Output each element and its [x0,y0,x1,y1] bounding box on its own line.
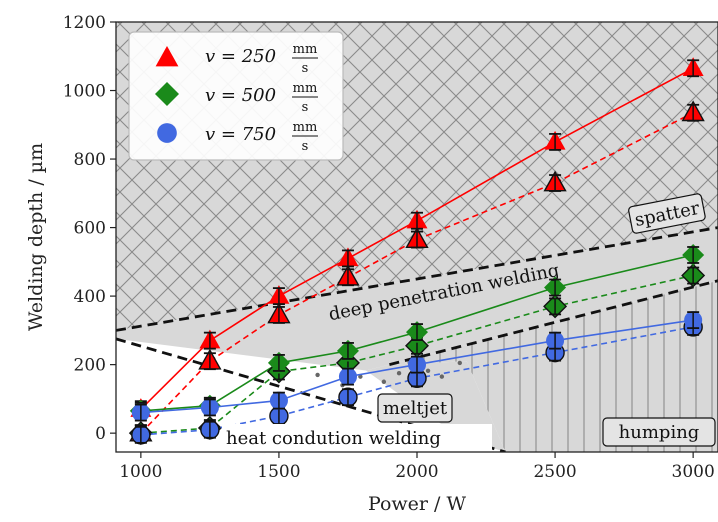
series-layer [128,57,706,446]
legend-unit-denominator: s [302,139,309,154]
x-tick-label: 2500 [533,462,576,482]
legend-unit-denominator: s [302,100,309,115]
legend-marker [155,46,179,67]
humping-hatch [389,280,718,452]
x-tick-label: 3000 [672,462,715,482]
humping-label: humping [602,417,716,447]
meltjet-label-text: meltjet [383,398,448,419]
y-tick-label: 200 [74,356,106,376]
legend-label: v = 250 [205,46,276,67]
y-tick-label: 400 [74,287,106,307]
x-tick-label: 2000 [395,462,438,482]
spatter-label: spatter [628,193,706,234]
x-tick-label: 1500 [257,462,300,482]
legend-label: v = 500 [205,85,276,106]
legend: v = 250 mm s v = 500 mm s v = 750 mm s [128,31,344,161]
y-tick-label: 800 [74,150,106,170]
legend-marker [155,82,179,106]
legend-unit-denominator: s [302,61,309,76]
legend-unit-numerator: mm [293,81,318,96]
meltjet-dot [425,368,431,373]
meltjet-dot [315,372,320,378]
x-axis-label: Power / W [368,493,467,515]
y-tick-label: 600 [74,219,106,239]
meltjet-dot [381,379,387,384]
y-tick-label: 1200 [63,13,106,33]
legend-unit-numerator: mm [293,42,318,57]
deep-penetration-boundary [389,279,718,366]
meltjet-dot [358,374,363,379]
x-tick-label: 1000 [119,462,162,482]
series-triangle [129,57,705,443]
y-tick-label: 0 [95,424,106,444]
y-tick-label: 1000 [63,82,106,102]
heat-conduction-label-text: heat condution welding [226,428,441,449]
meltjet-dot [396,370,402,376]
spatter-boundary [116,226,718,332]
legend-label: v = 750 [205,124,276,145]
meltjet-dot [439,374,445,379]
y-axis-label: Welding depth / µm [25,143,47,331]
deep-penetration-region [116,227,718,371]
meltjet-dot [457,360,463,366]
heat-conduction-label: heat condution welding [222,424,492,450]
y-axis-ticks: 0 200 400 600 800 1000 1200 [63,13,116,444]
x-axis-ticks: 1000 1500 2000 2500 3000 [119,452,715,482]
legend-marker [157,123,177,143]
legend-unit-numerator: mm [293,120,318,135]
humping-label-text: humping [619,422,700,443]
series-circle [131,311,703,445]
meltjet-label: meltjet [377,393,453,423]
